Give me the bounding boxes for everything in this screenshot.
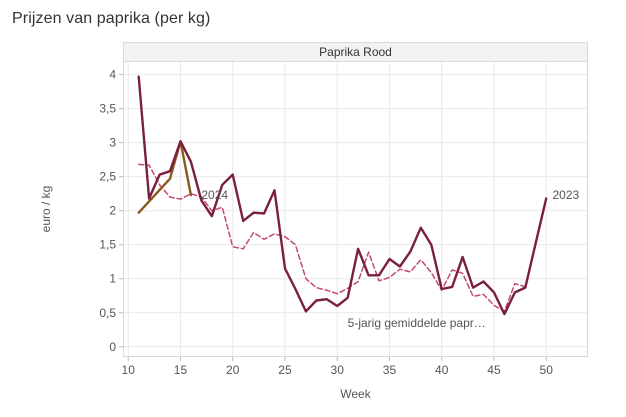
x-axis-ticks: 10 15 20 25 30 35 40 45 50 <box>122 357 554 377</box>
series-line-2023 <box>137 75 548 316</box>
x-axis-label: Week <box>340 387 371 401</box>
grid-layer <box>123 61 588 357</box>
y-tick-label: 4 <box>109 68 116 82</box>
x-tick-label: 25 <box>278 363 292 377</box>
x-tick-label: 45 <box>487 363 501 377</box>
series-annotation: 5-jarig gemiddelde papr… <box>348 316 486 330</box>
y-tick-label: 2 <box>109 204 116 218</box>
series-annotation: 2023 <box>552 188 579 202</box>
annotation-layer: 2024 2023 5-jarig gemiddelde papr… <box>201 188 579 330</box>
y-tick-label: 0 <box>109 340 116 354</box>
y-tick-label: 3 <box>109 136 116 150</box>
x-tick-label: 20 <box>226 363 240 377</box>
x-tick-label: 15 <box>174 363 188 377</box>
y-tick-label: 2,5 <box>99 170 116 184</box>
series-layer <box>137 75 548 316</box>
y-axis-label: euro / kg <box>39 186 53 233</box>
x-tick-label: 30 <box>331 363 345 377</box>
y-tick-label: 1,5 <box>99 238 116 252</box>
y-tick-label: 3,5 <box>99 102 116 116</box>
panel-title: Paprika Rood <box>319 45 392 59</box>
y-tick-label: 0,5 <box>99 306 116 320</box>
series-line-2024 <box>137 140 193 214</box>
panel-strip <box>123 42 588 62</box>
series-line-five-year-average <box>137 163 527 313</box>
series-annotation: 2024 <box>201 188 228 202</box>
x-tick-label: 35 <box>383 363 397 377</box>
x-tick-label: 40 <box>435 363 449 377</box>
plot-area <box>123 61 588 357</box>
x-tick-label: 50 <box>540 363 554 377</box>
y-axis-ticks: 0 0,5 1 1,5 2 2,5 3 3,5 4 <box>99 68 123 354</box>
y-tick-label: 1 <box>109 272 116 286</box>
chart-title: Prijzen van paprika (per kg) <box>12 10 211 27</box>
x-tick-label: 10 <box>122 363 136 377</box>
